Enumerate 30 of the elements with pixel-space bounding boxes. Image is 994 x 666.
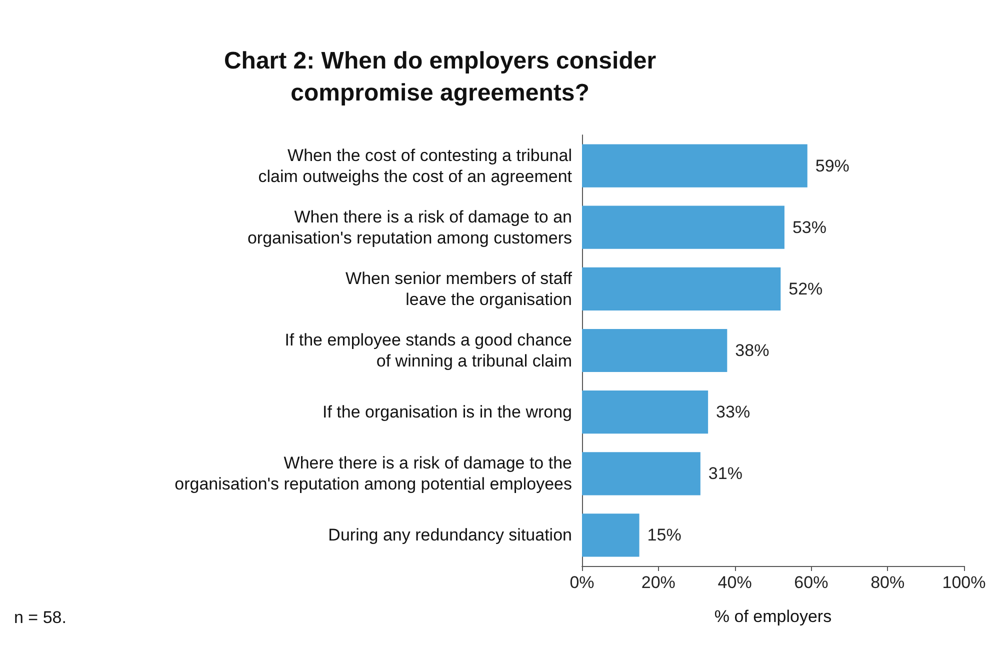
bar xyxy=(582,514,640,557)
bar xyxy=(582,206,784,249)
data-label: 31% xyxy=(708,464,742,484)
y-tick-label: Where there is a risk of damage to the organisation's reputation among potential employees xyxy=(174,454,572,494)
x-tick-label: 80% xyxy=(870,573,905,592)
x-tick-label: 0% xyxy=(570,573,594,592)
data-label: 53% xyxy=(792,218,826,237)
y-tick-label: If the organisation is in the wrong xyxy=(322,402,572,422)
x-tick-label: 60% xyxy=(794,573,828,592)
x-axis-title: % of employers xyxy=(714,607,832,626)
bar xyxy=(582,390,708,434)
x-tick-label: 100% xyxy=(942,573,986,592)
y-tick-label: When senior members of staff leave the organisation xyxy=(346,268,572,309)
bar xyxy=(582,452,700,496)
data-label: 33% xyxy=(716,402,750,422)
data-label: 15% xyxy=(647,526,682,545)
bar xyxy=(582,328,728,372)
data-label: 38% xyxy=(735,341,770,360)
y-tick-label: When the cost of contesting a tribunal claim outweighs the cost of an agreement xyxy=(258,146,572,186)
chart-title: Chart 2: When do employers consider compromise agreements? xyxy=(224,48,656,106)
x-tick-label: 20% xyxy=(641,573,676,592)
x-tick-label: 40% xyxy=(718,573,752,592)
bar xyxy=(582,144,808,188)
y-tick-label: If the employee stands a good chance of winning a tribunal claim xyxy=(284,330,572,370)
data-label: 59% xyxy=(815,156,850,176)
y-tick-label: When there is a risk of damage to an organisation's reputation among customers xyxy=(247,207,572,248)
data-label: 52% xyxy=(788,279,823,298)
text: n = 58. xyxy=(14,608,66,627)
y-tick-label: During any redundancy situation xyxy=(328,526,572,545)
bar xyxy=(582,267,781,310)
